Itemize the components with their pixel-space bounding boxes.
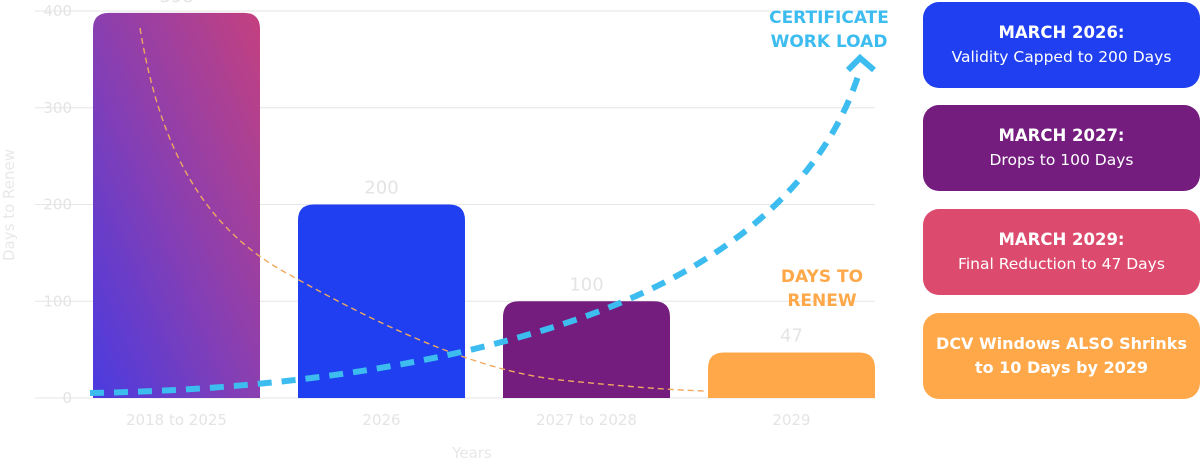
bar-labels: 398 200 100 47 [159,0,803,347]
bar-2018-to-2025 [93,12,260,399]
bar-2026 [298,204,465,398]
panel-body: Drops to 100 Days [989,151,1134,169]
bar-value-label: 398 [159,0,193,7]
workload-annotation-line1: CERTIFICATE [769,8,889,28]
y-tick-label: 200 [43,196,72,214]
info-panel-dcv-windows: DCV Windows ALSO Shrinks to 10 Days by 2… [923,313,1200,399]
bar-value-label: 200 [364,178,398,199]
bar-2029 [708,352,875,398]
info-panel-march-2027: MARCH 2027: Drops to 100 Days [923,105,1200,191]
y-tick-label: 0 [62,389,72,407]
y-axis-ticks: 0 100 200 300 400 [43,2,72,407]
panel-heading: MARCH 2026: [998,23,1125,42]
workload-arrowhead [845,53,876,73]
y-tick-label: 300 [43,99,72,117]
info-panel-march-2026: MARCH 2026: Validity Capped to 200 Days [923,2,1200,88]
panel-heading: MARCH 2029: [998,230,1125,249]
panel-heading: MARCH 2027: [998,126,1125,145]
panel-body: Validity Capped to 200 Days [951,48,1172,66]
bar-value-label: 100 [569,274,603,295]
panel-body-line2: to 10 Days by 2029 [974,358,1149,377]
y-tick-label: 100 [43,292,72,310]
panel-body-line1: DCV Windows ALSO Shrinks [936,334,1187,353]
x-axis-ticks: 2018 to 2025 2026 2027 to 2028 2029 [126,411,811,429]
x-tick-label: 2026 [362,411,400,429]
y-tick-label: 400 [43,2,72,20]
x-tick-label: 2018 to 2025 [126,411,227,429]
workload-annotation-line2: WORK LOAD [771,32,888,52]
days-to-renew-curve [139,27,706,392]
x-tick-label: 2029 [772,411,810,429]
info-panel-march-2029: MARCH 2029: Final Reduction to 47 Days [923,209,1200,295]
y-axis-title: Days to Renew [0,149,18,261]
panel-body: Final Reduction to 47 Days [958,255,1165,273]
workload-curve [89,69,863,396]
renew-annotation-line1: DAYS TO [781,267,863,287]
bar-2027-to-2028 [503,301,670,398]
bar-value-label: 47 [780,326,803,347]
renew-annotation-line2: RENEW [787,291,857,311]
x-tick-label: 2027 to 2028 [536,411,637,429]
x-axis-title: Years [451,444,492,461]
bars [93,12,875,399]
